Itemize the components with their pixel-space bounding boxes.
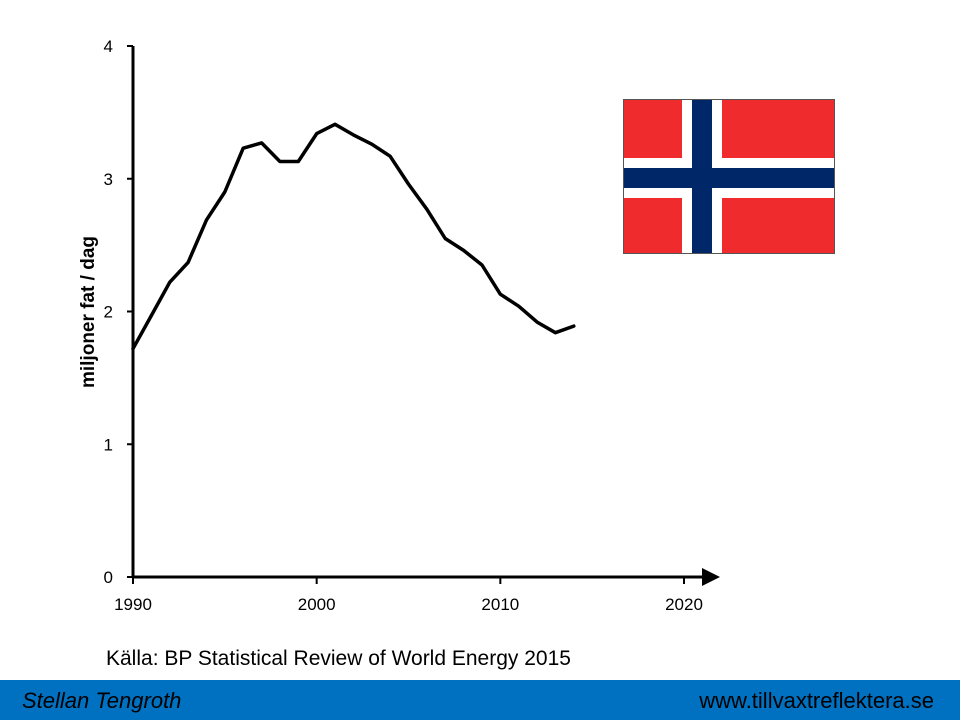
- y-axis-label: miljoner fat / dag: [78, 236, 99, 388]
- footer-author: Stellan Tengroth: [22, 688, 182, 713]
- y-tick-label: 4: [104, 37, 113, 56]
- y-tick-label: 3: [104, 170, 113, 189]
- source-text: Källa: BP Statistical Review of World En…: [106, 647, 571, 670]
- x-tick-label: 2000: [298, 595, 336, 614]
- y-tick-label: 1: [104, 435, 113, 454]
- y-tick-label: 0: [104, 568, 113, 587]
- line-chart: 0 1 2 3 4 1990 2000 2010 2020 miljoner fat / dag: [78, 37, 720, 614]
- x-tick-label: 2020: [665, 595, 703, 614]
- y-tick-label: 2: [104, 303, 113, 322]
- chart-ticks: 0 1 2 3 4 1990 2000 2010 2020: [104, 37, 703, 614]
- norway-flag-icon: [623, 99, 835, 254]
- series-line: [131, 122, 576, 351]
- footer-url[interactable]: www.tillvaxtreflektera.se: [699, 688, 934, 713]
- x-tick-label: 2010: [481, 595, 519, 614]
- footer-bar: Stellan Tengroth www.tillvaxtreflektera.…: [0, 680, 960, 720]
- x-tick-label: 1990: [114, 595, 152, 614]
- x-axis-arrowhead: [702, 568, 720, 586]
- chart-series: [131, 122, 576, 351]
